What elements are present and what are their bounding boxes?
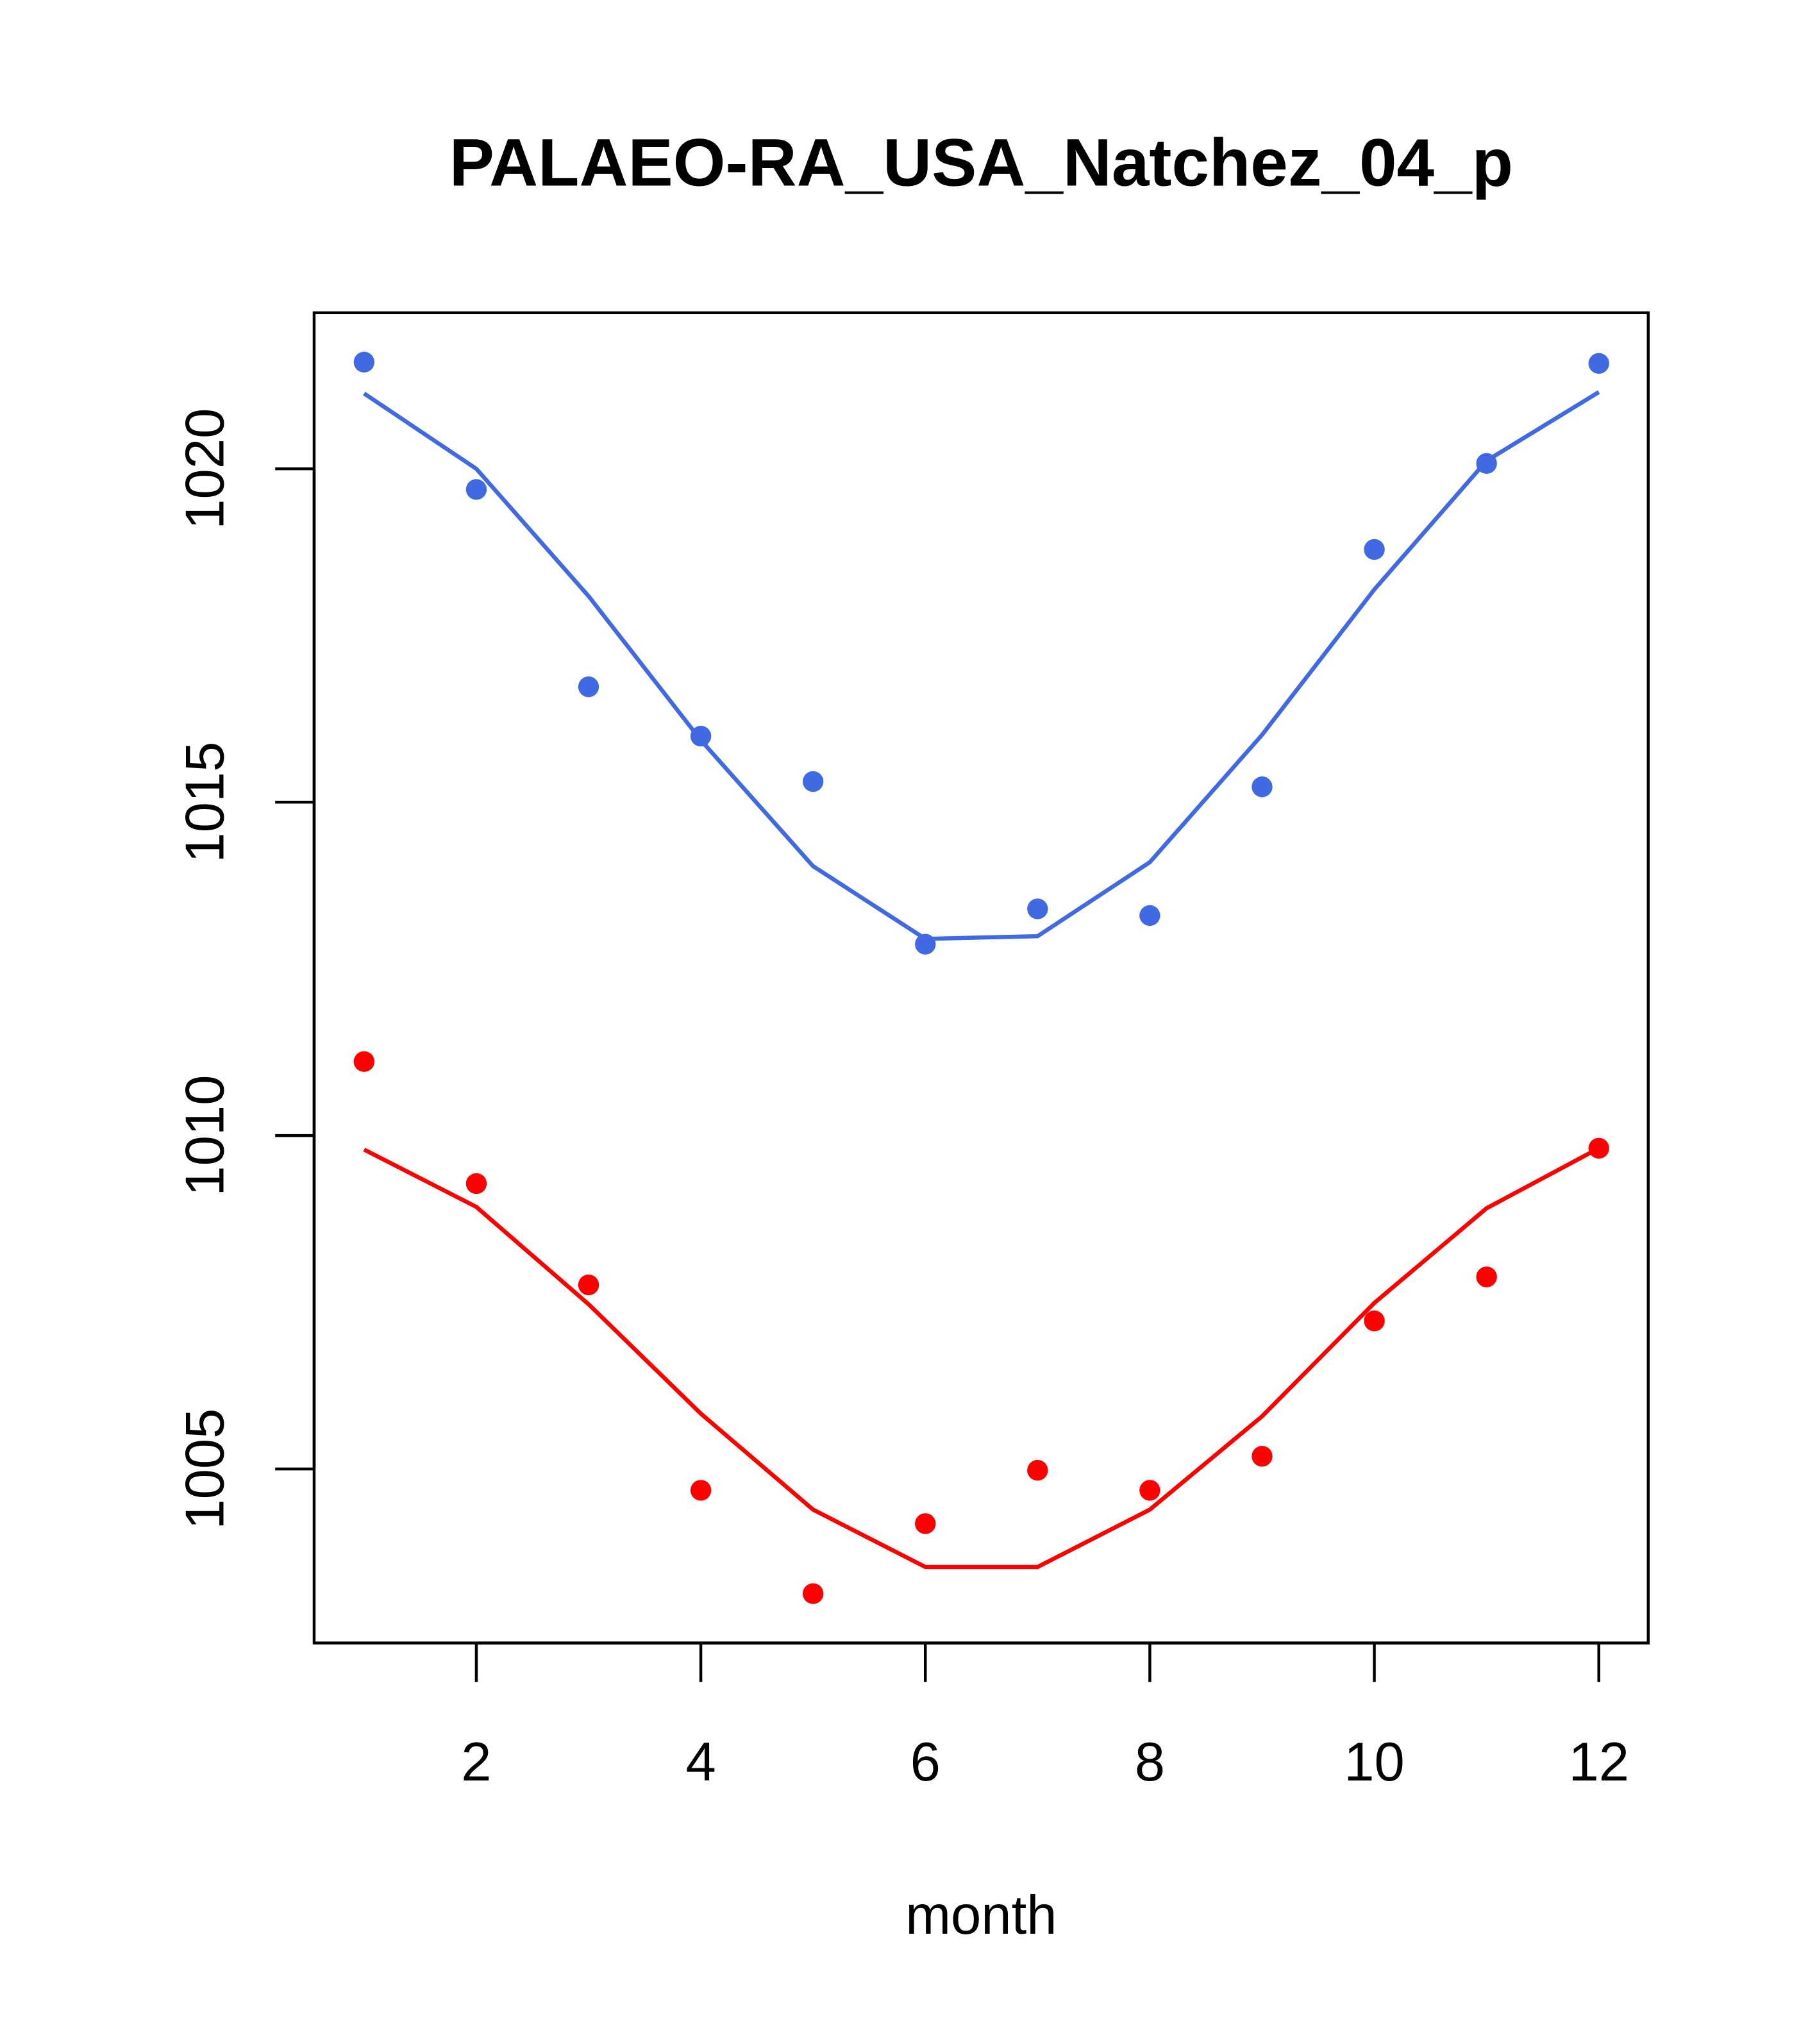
x-tick-label: 2 bbox=[461, 1732, 491, 1793]
red-point-marker bbox=[1476, 1266, 1497, 1287]
blue-point-marker bbox=[353, 351, 375, 373]
series-group bbox=[353, 351, 1609, 1604]
red-point-marker bbox=[690, 1480, 712, 1501]
red-point-marker bbox=[578, 1274, 599, 1296]
red-point-marker bbox=[1364, 1311, 1385, 1332]
blue-line-series bbox=[363, 390, 1600, 941]
blue-point-marker bbox=[1027, 898, 1048, 919]
y-tick-label: 1020 bbox=[174, 408, 235, 530]
y-tick-label: 1005 bbox=[174, 1409, 235, 1530]
blue-point-marker bbox=[1588, 353, 1609, 374]
y-axis: 1005 1010 1015 1020 bbox=[174, 408, 316, 1530]
x-axis: 2 4 6 8 10 12 bbox=[461, 1641, 1629, 1793]
red-point-marker bbox=[1252, 1446, 1273, 1467]
red-point-marker bbox=[465, 1173, 487, 1194]
red-point-marker bbox=[802, 1583, 824, 1604]
blue-point-marker bbox=[1252, 776, 1273, 798]
x-tick-label: 6 bbox=[910, 1732, 941, 1793]
chart-title: PALAEO-RA_USA_Natchez_04_p bbox=[449, 125, 1513, 200]
x-tick-label: 12 bbox=[1568, 1732, 1629, 1793]
x-tick-label: 8 bbox=[1135, 1732, 1165, 1793]
blue-point-marker bbox=[1364, 539, 1385, 560]
x-tick-label: 4 bbox=[685, 1732, 716, 1793]
red-point-marker bbox=[915, 1513, 936, 1534]
blue-point-marker bbox=[1139, 905, 1160, 926]
red-line-series bbox=[363, 1146, 1600, 1570]
y-tick-label: 1015 bbox=[174, 742, 235, 863]
red-point-marker bbox=[353, 1051, 375, 1072]
blue-point-marker bbox=[802, 771, 824, 792]
red-point-marker bbox=[1027, 1460, 1048, 1481]
x-axis-label: month bbox=[905, 1885, 1057, 1946]
x-tick-label: 10 bbox=[1344, 1732, 1405, 1793]
y-tick-label: 1010 bbox=[174, 1075, 235, 1196]
blue-point-marker bbox=[578, 676, 599, 698]
red-point-marker bbox=[1139, 1480, 1160, 1501]
blue-point-marker bbox=[465, 479, 487, 500]
